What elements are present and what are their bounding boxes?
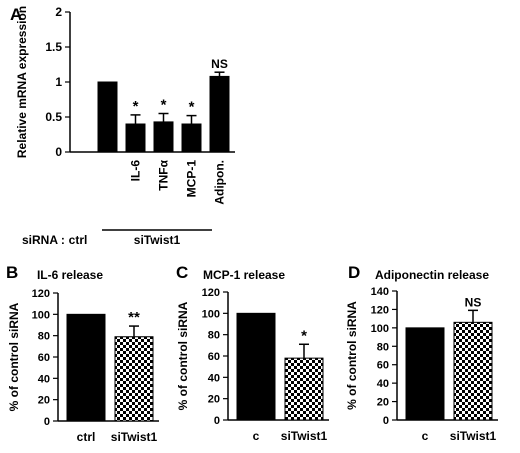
y-tick-label-c: 0	[214, 415, 220, 427]
y-tick-label-a: 0.5	[45, 110, 62, 124]
significance-label-a: *	[161, 97, 167, 114]
y-tick-label-c: 100	[202, 308, 220, 320]
bar-a	[181, 123, 202, 153]
chart-c: 0 20 40 60 80 100 120 % of control siRNA c * siTwi…	[176, 287, 329, 443]
y-tick-label-a: 2	[55, 5, 62, 19]
bar-d	[405, 327, 445, 421]
y-tick-label-b: 80	[38, 331, 50, 343]
significance-label-d: NS	[465, 295, 482, 309]
y-tick-label-b: 20	[38, 395, 50, 407]
panel-d-title: Adiponectin release	[375, 268, 489, 282]
significance-label-a: *	[189, 99, 195, 116]
y-axis-label-b: % of control siRNA	[7, 302, 21, 411]
chart-b: 0 20 40 60 80 100 120 % of control siRNA ctrl ** s…	[7, 288, 159, 444]
category-label-a: IL-6	[129, 160, 143, 182]
bar-a	[97, 81, 118, 153]
category-label-b: siTwist1	[111, 430, 158, 444]
y-axis-label-c: % of control siRNA	[176, 301, 190, 410]
panel-c-title: MCP-1 release	[203, 268, 285, 282]
y-tick-label-d: 100	[371, 323, 389, 335]
bar-b	[66, 313, 106, 422]
y-tick-label-d: 80	[377, 341, 389, 353]
y-tick-label-a: 0	[55, 145, 62, 159]
y-tick-label-d: 0	[383, 415, 389, 427]
chart-d: 0 20 40 60 80 100 120 140 % of control siRNA c NS s…	[345, 286, 498, 443]
sitwist1-group-label: siTwist1	[134, 233, 181, 247]
bar-a	[125, 123, 146, 153]
ctrl-label: ctrl	[69, 233, 88, 247]
y-tick-label-d: 120	[371, 304, 389, 316]
y-tick-label-b: 120	[32, 288, 50, 300]
category-label-a: MCP-1	[185, 160, 199, 198]
y-tick-label-a: 1	[55, 75, 62, 89]
panel-letter-a: A	[10, 5, 22, 24]
y-axis-label-a: Relative mRNA expression	[15, 6, 29, 158]
panel-letter-b: B	[6, 263, 18, 282]
y-tick-label-d: 20	[377, 397, 389, 409]
bar-d	[453, 321, 493, 421]
panel-letter-c: C	[176, 263, 188, 282]
bar-a	[209, 75, 230, 153]
y-tick-label-c: 80	[208, 330, 220, 342]
category-label-c: c	[253, 429, 260, 443]
y-tick-label-b: 60	[38, 352, 50, 364]
category-label-b: ctrl	[77, 430, 96, 444]
bar-c	[284, 357, 324, 421]
significance-label-a: *	[133, 98, 139, 115]
y-tick-label-b: 40	[38, 373, 50, 385]
charts: 0 0.5 1 1.5 2 Relative mRNA expression * IL-6 * T…	[7, 5, 498, 444]
category-label-d: c	[422, 429, 429, 443]
y-tick-label-c: 120	[202, 287, 220, 299]
category-label-a: TNFα	[157, 159, 171, 190]
y-tick-label-c: 60	[208, 351, 220, 363]
y-tick-label-b: 0	[44, 416, 50, 428]
category-label-d: siTwist1	[450, 429, 497, 443]
significance-label-b: **	[128, 309, 140, 326]
category-label-a: Adipon.	[213, 160, 227, 205]
y-tick-label-c: 40	[208, 372, 220, 384]
y-tick-label-d: 40	[377, 378, 389, 390]
significance-label-c: *	[301, 327, 307, 344]
sirna-label: siRNA :	[22, 233, 65, 247]
y-tick-label-b: 100	[32, 309, 50, 321]
y-axis-label-d: % of control siRNA	[345, 301, 359, 410]
significance-label-a: NS	[211, 57, 228, 71]
y-tick-label-d: 60	[377, 360, 389, 372]
bar-b	[114, 336, 154, 422]
y-tick-label-d: 140	[371, 286, 389, 298]
y-tick-label-a: 1.5	[45, 40, 62, 54]
y-tick-label-c: 20	[208, 394, 220, 406]
panel-letter-d: D	[348, 263, 360, 282]
chart-a: 0 0.5 1 1.5 2 Relative mRNA expression * IL-6 * T…	[15, 5, 235, 205]
panel-b-title: IL-6 release	[37, 268, 103, 282]
category-label-c: siTwist1	[281, 429, 328, 443]
bar-a	[153, 121, 174, 153]
bar-c	[236, 312, 276, 421]
